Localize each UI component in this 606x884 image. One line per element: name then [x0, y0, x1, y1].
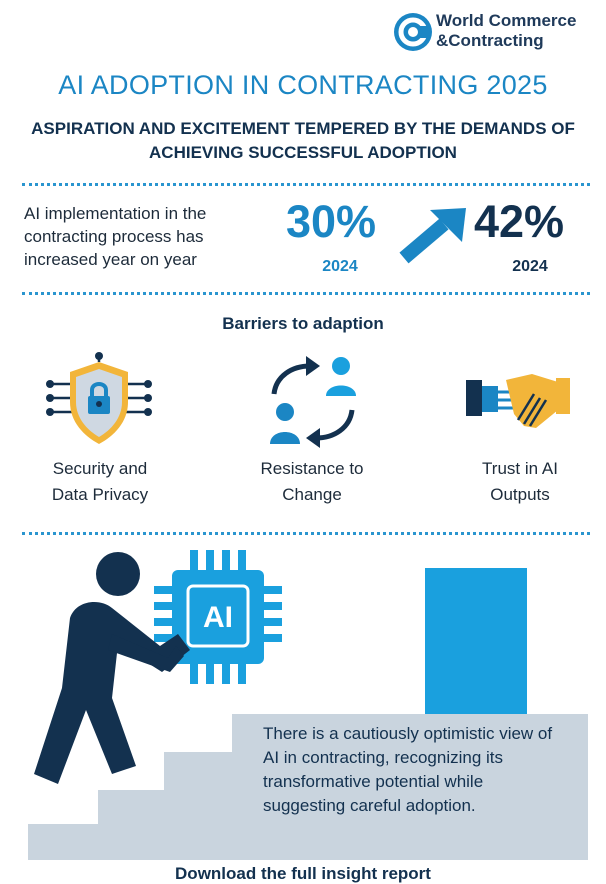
chip-label: AI — [203, 601, 233, 634]
divider — [22, 183, 590, 186]
wcc-logo: World Commerce &Contracting — [392, 8, 592, 58]
insight-quote: There is a cautiously optimistic view of… — [263, 724, 553, 815]
goal-block — [425, 568, 527, 714]
barrier-label-resistance: Resistance to Change — [260, 459, 364, 504]
divider — [22, 532, 590, 535]
stat-year-before: 2024 — [322, 258, 358, 275]
trend-up-arrow-icon — [399, 208, 466, 264]
stat-year-after: 2024 — [512, 258, 548, 275]
barriers-title: Barriers to adaption — [222, 314, 384, 333]
people-cycle-icon — [270, 356, 356, 448]
stairs — [28, 714, 588, 860]
logo-line-1: World Commerce — [436, 11, 577, 30]
download-report-link[interactable]: Download the full insight report — [175, 864, 431, 883]
stairs-illustration: AI — [28, 550, 588, 860]
page-subtitle: ASPIRATION AND EXCITEMENT TEMPERED BY TH… — [31, 119, 575, 162]
barrier-label-security: Security and Data Privacy — [51, 459, 149, 504]
shield-lock-icon — [46, 352, 152, 444]
stat-value-before: 30% — [286, 196, 377, 247]
page-title: AI ADOPTION IN CONTRACTING 2025 — [58, 70, 548, 100]
stat-value-after: 42% — [474, 196, 565, 247]
wcc-logo-mark-icon — [394, 13, 432, 51]
stat-description: AI implementation in the contracting pro… — [24, 204, 207, 269]
person-climbing-icon — [34, 552, 190, 784]
ai-chip-icon: AI — [154, 550, 282, 684]
divider — [22, 292, 590, 295]
handshake-icon — [466, 374, 570, 428]
logo-line-2: &Contracting — [436, 31, 544, 50]
barrier-label-trust: Trust in AI Outputs — [482, 459, 558, 504]
